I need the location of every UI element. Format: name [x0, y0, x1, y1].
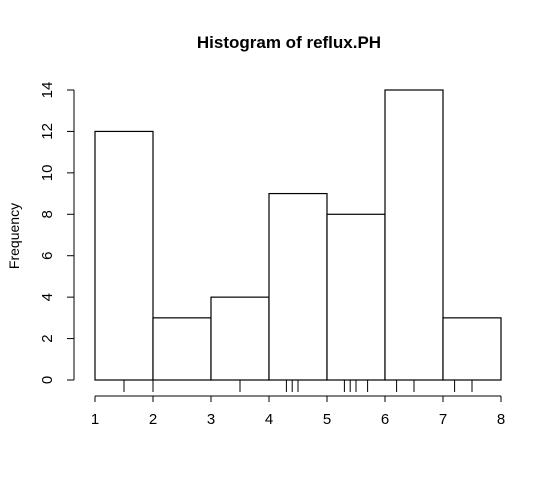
rug-layer	[123, 380, 473, 392]
x-tick-label: 3	[207, 411, 215, 428]
y-tick-label: 2	[39, 334, 56, 342]
y-tick-label: 8	[39, 210, 56, 218]
histogram-bar	[326, 213, 386, 381]
x-tick-label: 2	[149, 411, 157, 428]
histogram-bar	[442, 317, 502, 381]
x-tick-label: 8	[497, 411, 505, 428]
y-tick-label: 10	[39, 165, 56, 182]
chart-title: Histogram of reflux.PH	[197, 33, 381, 52]
bars-layer	[94, 89, 502, 381]
y-axis: 0 2 4 6 8 10 12 14	[39, 82, 75, 384]
x-axis: 1 2 3 4 5 6 7 8	[91, 395, 505, 428]
y-tick-label: 0	[39, 376, 56, 384]
x-tick-label: 1	[91, 411, 99, 428]
histogram-bar	[210, 296, 270, 381]
x-tick-label: 4	[265, 411, 273, 428]
x-tick-label: 7	[439, 411, 447, 428]
y-tick-label: 4	[39, 293, 56, 301]
histogram-bar	[152, 317, 212, 381]
y-tick-label: 12	[39, 123, 56, 140]
x-tick-label: 5	[323, 411, 331, 428]
histogram-bar	[268, 192, 328, 381]
y-tick-label: 6	[39, 252, 56, 260]
y-axis-label: Frequency	[6, 203, 22, 269]
histogram-bar	[94, 130, 154, 381]
histogram-bar	[384, 89, 444, 381]
x-tick-label: 6	[381, 411, 389, 428]
y-tick-label: 14	[39, 82, 56, 99]
